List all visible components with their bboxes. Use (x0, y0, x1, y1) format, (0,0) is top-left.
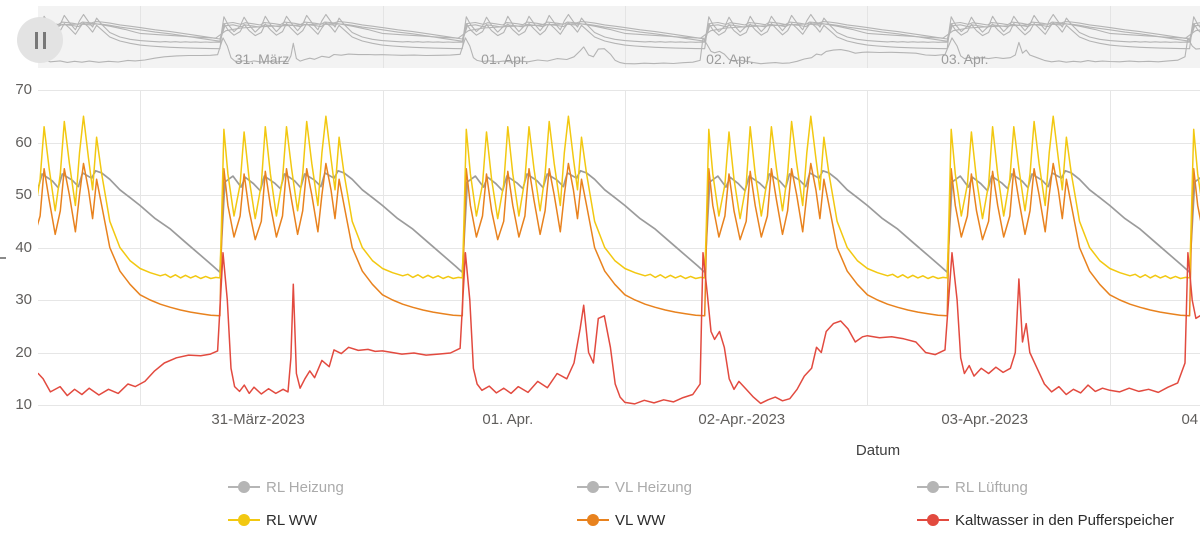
x-axis-tick-label: 01. Apr. (482, 411, 534, 428)
legend-label: VL WW (615, 511, 666, 529)
y-axis-tick-label: 20 (15, 343, 32, 361)
y-axis-tick-label: 60 (15, 133, 32, 151)
drag-grip-icon (42, 31, 46, 49)
legend-marker-icon (228, 513, 260, 527)
y-axis-tick-label: 40 (15, 238, 32, 256)
y-axis-tick-label: 70 (15, 81, 32, 98)
legend-marker-icon (577, 480, 609, 494)
overview-date-label: 01. Apr. (481, 51, 529, 67)
y-axis-tick-label: 10 (15, 396, 32, 413)
legend-marker-icon (917, 480, 949, 494)
y-axis-tick-label: 30 (15, 291, 32, 308)
legend-marker-icon (228, 480, 260, 494)
overview-date-label: 03. Apr. (941, 51, 989, 67)
legend-label: RL WW (266, 511, 318, 529)
legend-item-vl-ww[interactable]: VL WW (577, 510, 665, 530)
line-chart-plot (38, 90, 1200, 406)
legend-label: RL Lüftung (955, 478, 1028, 496)
y-axis-tick-label: 50 (15, 186, 32, 203)
x-axis-title: Datum (855, 442, 901, 459)
range-overview-chart[interactable]: 31. März 01. Apr. 02. Apr. 03. Apr. (38, 6, 1200, 68)
drag-grip-icon (34, 31, 38, 49)
legend-item-rl-ww[interactable]: RL WW (228, 510, 317, 530)
legend-item-kaltwasser[interactable]: Kaltwasser in den Pufferspeicher (917, 510, 1174, 530)
overview-date-label: 31. März (234, 51, 290, 67)
legend-item-rl-heizung[interactable]: RL Heizung (228, 477, 344, 497)
legend-item-vl-heizung[interactable]: VL Heizung (577, 477, 692, 497)
x-axis-tick-label: 02-Apr.-2023 (698, 411, 786, 428)
x-axis-tick-label: 04 (1181, 411, 1199, 428)
x-axis-tick-label: 31-März-2023 (211, 411, 305, 428)
overview-plot[interactable] (38, 6, 1200, 68)
x-axis-tick-label: 03-Apr.-2023 (941, 411, 1029, 428)
legend-label: VL Heizung (615, 478, 692, 496)
legend-marker-icon (917, 513, 949, 527)
overview-date-label: 02. Apr. (706, 51, 754, 67)
legend-marker-icon (577, 513, 609, 527)
legend-label: RL Heizung (266, 478, 344, 496)
legend-item-rl-lueftung[interactable]: RL Lüftung (917, 477, 1028, 497)
range-slider-handle[interactable] (17, 17, 63, 63)
legend-label: Kaltwasser in den Pufferspeicher (955, 511, 1175, 529)
y-axis-title-clipped (0, 257, 6, 259)
